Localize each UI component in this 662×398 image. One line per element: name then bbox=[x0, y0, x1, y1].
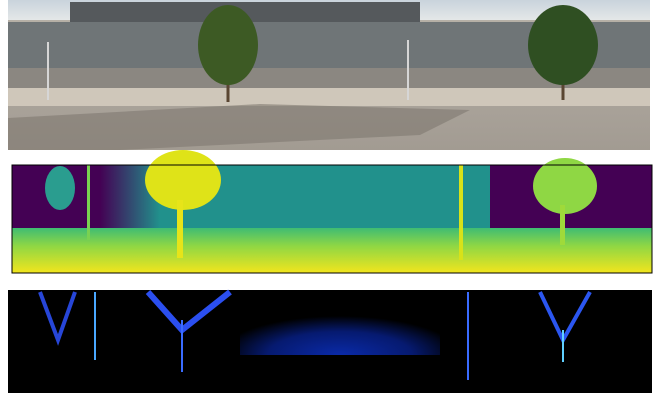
tree bbox=[528, 5, 598, 85]
error-panel bbox=[8, 290, 652, 393]
trunk bbox=[177, 200, 183, 258]
depth-panel bbox=[12, 150, 652, 273]
figure bbox=[0, 0, 662, 398]
ground bbox=[12, 228, 652, 273]
trunk bbox=[560, 205, 565, 245]
sidewalk bbox=[8, 88, 650, 106]
rgb-panel bbox=[8, 0, 650, 150]
tree bbox=[198, 5, 258, 85]
pole bbox=[459, 165, 463, 260]
error-region bbox=[240, 290, 440, 355]
pole bbox=[87, 165, 90, 240]
tree bbox=[45, 166, 75, 210]
